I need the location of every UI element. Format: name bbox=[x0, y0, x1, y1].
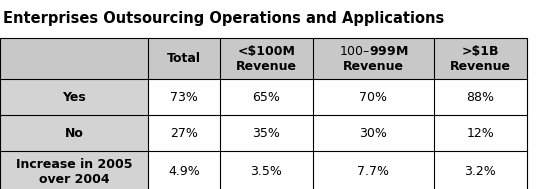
Text: Increase in 2005
over 2004: Increase in 2005 over 2004 bbox=[16, 158, 132, 186]
Text: 7.7%: 7.7% bbox=[357, 166, 389, 178]
Text: 30%: 30% bbox=[360, 127, 387, 140]
Bar bbox=[313, 151, 434, 189]
Text: No: No bbox=[65, 127, 83, 140]
Bar bbox=[434, 79, 527, 115]
Text: 3.2%: 3.2% bbox=[464, 166, 496, 178]
Bar bbox=[220, 79, 313, 115]
Text: 35%: 35% bbox=[253, 127, 280, 140]
Text: <$100M
Revenue: <$100M Revenue bbox=[236, 45, 297, 73]
Bar bbox=[0, 38, 148, 79]
Text: >$1B
Revenue: >$1B Revenue bbox=[450, 45, 511, 73]
Text: 12%: 12% bbox=[467, 127, 494, 140]
Bar bbox=[434, 115, 527, 151]
Bar bbox=[313, 115, 434, 151]
Bar bbox=[0, 151, 148, 189]
Text: Total: Total bbox=[167, 52, 201, 65]
Bar bbox=[148, 151, 220, 189]
Text: 27%: 27% bbox=[170, 127, 198, 140]
Bar bbox=[220, 151, 313, 189]
Bar bbox=[220, 115, 313, 151]
Bar bbox=[434, 151, 527, 189]
Bar bbox=[0, 79, 148, 115]
Text: 4.9%: 4.9% bbox=[168, 166, 200, 178]
Text: 3.5%: 3.5% bbox=[250, 166, 282, 178]
Text: 65%: 65% bbox=[253, 91, 280, 104]
Bar bbox=[220, 38, 313, 79]
Bar bbox=[148, 79, 220, 115]
Text: 70%: 70% bbox=[359, 91, 388, 104]
Text: Yes: Yes bbox=[62, 91, 86, 104]
Text: Enterprises Outsourcing Operations and Applications: Enterprises Outsourcing Operations and A… bbox=[3, 11, 444, 26]
Text: 73%: 73% bbox=[170, 91, 198, 104]
Text: $100–$999M
Revenue: $100–$999M Revenue bbox=[339, 45, 408, 73]
Bar bbox=[0, 115, 148, 151]
Bar bbox=[148, 115, 220, 151]
Bar bbox=[434, 38, 527, 79]
Bar bbox=[313, 79, 434, 115]
Bar bbox=[148, 38, 220, 79]
Bar bbox=[313, 38, 434, 79]
Text: 88%: 88% bbox=[466, 91, 495, 104]
